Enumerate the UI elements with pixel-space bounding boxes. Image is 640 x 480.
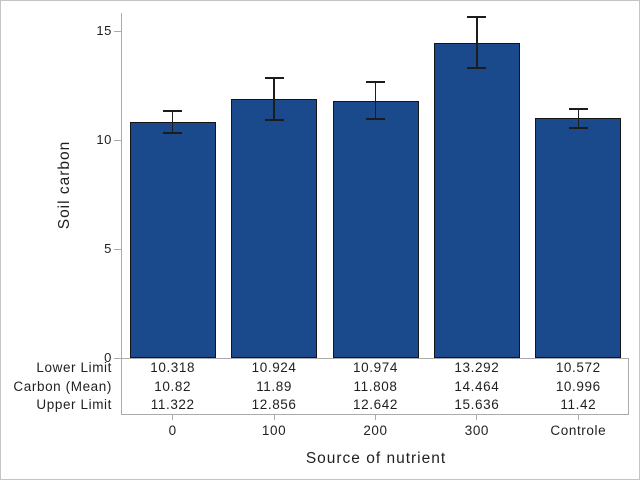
stat-value: 11.42 (560, 397, 597, 413)
stat-value: 10.996 (555, 378, 601, 394)
stat-value: 14.464 (454, 378, 500, 394)
error-bar-cap-top (568, 108, 588, 111)
bar (231, 98, 318, 358)
bar (129, 122, 216, 358)
error-bar-cap-bottom (366, 117, 385, 120)
error-bar-line (476, 17, 478, 69)
stat-value: 10.318 (150, 360, 196, 375)
stat-row-label: Upper Limit (36, 397, 112, 413)
x-tick (577, 414, 579, 420)
error-bar-cap-top (366, 81, 385, 84)
bar (332, 100, 419, 358)
error-bar-cap-top (163, 110, 183, 113)
table-right-line (628, 358, 629, 414)
y-axis-line (121, 13, 122, 358)
error-bar-line (577, 109, 580, 128)
stat-value: 11.808 (353, 378, 398, 394)
error-bar-cap-bottom (467, 67, 487, 70)
y-tick (114, 30, 121, 32)
bar (433, 42, 520, 358)
stat-value: 13.292 (454, 360, 500, 375)
x-tick-label: Controle (550, 423, 607, 438)
x-tick-label: 200 (363, 423, 388, 438)
x-axis-title: Source of nutrient (305, 450, 447, 467)
x-tick-label: 100 (261, 423, 287, 438)
error-bar-line (273, 77, 275, 120)
stat-value: 10.974 (353, 360, 398, 375)
stat-value: 12.856 (251, 397, 297, 413)
y-tick-label: 5 (104, 241, 112, 256)
stat-value: 15.636 (454, 397, 500, 413)
y-tick-label: 10 (96, 132, 112, 147)
error-bar-cap-bottom (163, 132, 183, 135)
error-bar-line (171, 111, 174, 134)
x-tick-label: 300 (464, 423, 490, 438)
y-tick (114, 248, 121, 250)
error-bar-cap-top (467, 16, 487, 19)
stat-value: 10.82 (154, 378, 192, 394)
y-axis-title: Soil carbon (56, 140, 73, 230)
error-bar-line (374, 82, 377, 119)
stat-value: 12.642 (353, 397, 398, 413)
table-top-line (114, 358, 629, 359)
stat-value: 10.572 (555, 360, 601, 375)
y-tick (114, 139, 121, 141)
stat-row-label: Carbon (Mean) (13, 378, 112, 394)
x-tick (273, 414, 275, 420)
error-bar-cap-bottom (264, 118, 284, 121)
stat-value: 10.924 (251, 360, 297, 375)
y-tick-label: 0 (104, 350, 112, 365)
x-tick (476, 414, 478, 420)
x-tick (172, 414, 174, 420)
stat-value: 11.89 (256, 378, 292, 394)
error-bar-cap-bottom (568, 126, 588, 129)
table-left-line (121, 358, 122, 414)
error-bar-cap-top (264, 76, 284, 79)
stat-row-label: Lower Limit (36, 360, 112, 375)
x-tick (375, 414, 376, 420)
stat-value: 11.322 (150, 397, 195, 413)
y-tick-label: 15 (96, 23, 112, 38)
x-tick-label: 0 (168, 423, 177, 438)
bar (535, 118, 622, 358)
